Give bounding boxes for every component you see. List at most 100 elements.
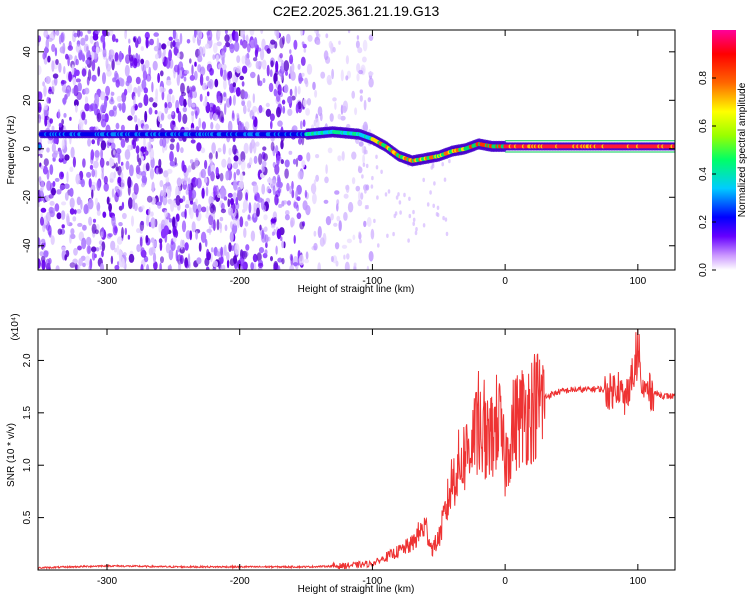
- noise-blob: [205, 266, 210, 270]
- noise-blob: [161, 87, 166, 93]
- noise-blob: [292, 262, 299, 267]
- noise-blob: [45, 76, 51, 84]
- noise-blob: [214, 78, 219, 88]
- noise-blob: [137, 85, 141, 98]
- noise-blob: [252, 253, 258, 263]
- noise-blob: [182, 164, 187, 173]
- noise-blob: [255, 141, 260, 147]
- noise-blob: [300, 56, 306, 66]
- noise-blob: [173, 69, 176, 79]
- y-tick-label: 0.5: [22, 510, 33, 524]
- noise-blob: [187, 253, 191, 265]
- noise-blob: [133, 114, 138, 123]
- noise-blob: [51, 143, 57, 153]
- noise-blob: [276, 106, 281, 118]
- y-tick-label: 2.0: [22, 353, 33, 367]
- noise-blob: [357, 47, 363, 54]
- noise-blob: [43, 158, 49, 167]
- noise-blob: [83, 204, 89, 215]
- noise-blob: [269, 69, 273, 78]
- noise-blob: [169, 143, 175, 151]
- noise-blob: [351, 177, 356, 185]
- noise-blob: [305, 108, 310, 116]
- noise-blob: [162, 195, 168, 206]
- noise-blob: [158, 158, 162, 168]
- noise-blob: [88, 216, 93, 226]
- noise-blob: [327, 79, 332, 86]
- noise-blob: [261, 183, 266, 195]
- noise-blob: [233, 171, 237, 181]
- noise-blob: [113, 171, 116, 179]
- noise-blob: [332, 46, 336, 53]
- noise-blob: [68, 71, 73, 83]
- noise-blob: [108, 54, 114, 62]
- noise-blob: [212, 112, 218, 122]
- noise-blob: [184, 208, 187, 219]
- noise-blob: [108, 109, 115, 117]
- noise-blob: [263, 214, 268, 221]
- noise-blob: [373, 218, 376, 224]
- noise-blob: [337, 113, 342, 120]
- noise-blob: [75, 78, 82, 83]
- noise-blob: [190, 139, 196, 144]
- noise-blob: [250, 71, 256, 79]
- noise-blob: [157, 72, 161, 84]
- noise-blob: [165, 57, 171, 69]
- noise-blob: [59, 46, 65, 54]
- noise-blob: [82, 224, 87, 231]
- noise-blob: [41, 259, 46, 270]
- noise-blob: [127, 197, 133, 210]
- noise-blob: [226, 251, 230, 261]
- noise-blob: [343, 193, 349, 199]
- noise-blob: [189, 200, 194, 205]
- noise-blob: [53, 136, 59, 144]
- noise-blob: [242, 199, 248, 212]
- noise-blob: [106, 196, 110, 205]
- noise-blob: [106, 63, 111, 72]
- noise-blob: [118, 222, 123, 227]
- noise-blob: [293, 201, 299, 209]
- noise-blob: [253, 262, 257, 270]
- noise-blob: [273, 260, 279, 270]
- noise-blob: [184, 69, 190, 75]
- noise-blob: [56, 189, 62, 195]
- noise-blob: [171, 94, 175, 104]
- noise-blob: [165, 176, 170, 184]
- noise-blob: [317, 106, 323, 117]
- noise-blob: [208, 152, 213, 160]
- noise-blob: [259, 224, 262, 231]
- noise-blob: [77, 222, 83, 227]
- noise-blob: [160, 190, 164, 197]
- noise-blob: [354, 107, 358, 116]
- noise-blob: [85, 255, 91, 266]
- noise-blob: [38, 118, 41, 124]
- noise-blob: [169, 160, 175, 167]
- noise-blob: [227, 198, 231, 208]
- noise-blob: [289, 54, 294, 65]
- noise-blob: [121, 258, 125, 269]
- noise-blob: [367, 97, 371, 103]
- noise-blob: [341, 151, 345, 161]
- noise-blob: [91, 189, 94, 199]
- noise-blob: [277, 257, 283, 263]
- x-tick-label: 100: [629, 576, 646, 587]
- noise-blob: [140, 247, 145, 258]
- noise-blob: [94, 197, 99, 206]
- noise-blob: [250, 262, 255, 270]
- noise-blob: [275, 60, 279, 73]
- noise-blob: [371, 175, 374, 181]
- noise-blob: [57, 228, 63, 235]
- noise-blob: [121, 165, 124, 171]
- noise-blob: [219, 256, 224, 264]
- noise-blob: [355, 40, 360, 49]
- noise-blob: [175, 99, 180, 111]
- noise-blob: [290, 254, 294, 267]
- noise-blob: [241, 39, 248, 49]
- noise-blob: [45, 38, 49, 50]
- noise-blob: [133, 37, 136, 43]
- noise-blob: [358, 141, 364, 147]
- noise-blob: [168, 88, 173, 95]
- noise-blob: [116, 236, 123, 245]
- noise-blob: [91, 223, 97, 234]
- noise-blob: [211, 142, 216, 154]
